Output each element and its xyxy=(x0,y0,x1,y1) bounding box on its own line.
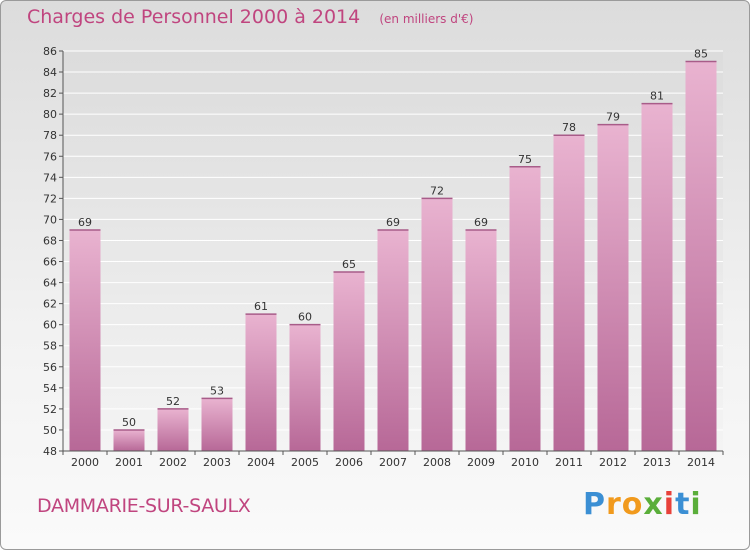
y-tick-label: 66 xyxy=(43,256,57,269)
data-label: 75 xyxy=(518,153,532,166)
logo-letter: r xyxy=(606,487,622,522)
y-tick-label: 72 xyxy=(43,192,57,205)
data-label: 78 xyxy=(562,121,576,134)
logo-letter: o xyxy=(621,487,644,522)
y-tick-label: 56 xyxy=(43,361,57,374)
data-label: 53 xyxy=(210,384,224,397)
logo-letter: i xyxy=(690,487,702,522)
y-tick-label: 80 xyxy=(43,108,57,121)
x-tick-label: 2006 xyxy=(335,456,363,469)
y-tick-label: 82 xyxy=(43,87,57,100)
x-tick-label: 2001 xyxy=(115,456,143,469)
bar xyxy=(113,429,145,451)
bar xyxy=(157,408,189,451)
logo-letter: t xyxy=(675,487,691,522)
logo-letter: P xyxy=(583,487,606,522)
data-label: 81 xyxy=(650,90,664,103)
y-axis: 48 50 52 54 56 58 60 62 64 66 68 70 72 74 76 78 80 82 84 86 xyxy=(43,45,64,458)
y-tick-label: 62 xyxy=(43,298,57,311)
logo-letter: i xyxy=(663,487,676,522)
proxiti-logo: Proxiti xyxy=(583,487,702,522)
bar xyxy=(465,229,497,451)
x-tick-label: 2004 xyxy=(247,456,275,469)
chart-title-block: Charges de Personnel 2000 à 2014 (en mil… xyxy=(27,6,473,28)
bar xyxy=(289,324,321,451)
bar xyxy=(641,103,673,451)
data-label: 85 xyxy=(694,48,708,61)
data-label: 52 xyxy=(166,395,180,408)
bars: 69 50 52 53 61 60 65 69 72 69 75 78 79 81 85 xyxy=(69,48,717,452)
data-label: 60 xyxy=(298,311,312,324)
y-tick-label: 78 xyxy=(43,129,57,142)
bar xyxy=(377,229,409,451)
bar xyxy=(201,398,233,451)
data-label: 79 xyxy=(606,111,620,124)
y-tick-label: 64 xyxy=(43,277,57,290)
chart-subtitle: (en milliers d'€) xyxy=(379,12,474,26)
x-tick-label: 2011 xyxy=(555,456,583,469)
x-axis: 2000 2001 2002 2003 2004 2005 2006 2007 2008 2009… xyxy=(62,450,724,469)
bar xyxy=(69,229,101,451)
y-tick-label: 58 xyxy=(43,340,57,353)
data-label: 69 xyxy=(78,216,92,229)
bar xyxy=(333,272,365,451)
y-tick-label: 60 xyxy=(43,319,57,332)
x-tick-label: 2003 xyxy=(203,456,231,469)
bar xyxy=(245,314,277,451)
bar xyxy=(553,135,585,452)
x-tick-label: 2007 xyxy=(379,456,407,469)
y-tick-label: 52 xyxy=(43,403,57,416)
y-tick-label: 54 xyxy=(43,382,57,395)
x-tick-label: 2014 xyxy=(687,456,715,469)
y-tick-label: 74 xyxy=(43,171,57,184)
bar xyxy=(685,61,717,452)
x-tick-label: 2005 xyxy=(291,456,319,469)
y-tick-label: 76 xyxy=(43,150,57,163)
x-tick-label: 2009 xyxy=(467,456,495,469)
x-tick-label: 2008 xyxy=(423,456,451,469)
bar xyxy=(509,166,541,451)
y-tick-label: 68 xyxy=(43,234,57,247)
x-tick-label: 2002 xyxy=(159,456,187,469)
y-tick-label: 70 xyxy=(43,213,57,226)
data-label: 69 xyxy=(474,216,488,229)
data-label: 69 xyxy=(386,216,400,229)
x-tick-label: 2012 xyxy=(599,456,627,469)
y-tick-label: 48 xyxy=(43,445,57,458)
data-label: 61 xyxy=(254,300,268,313)
y-tick-label: 86 xyxy=(43,45,57,58)
bar xyxy=(421,198,453,451)
chart-title: Charges de Personnel 2000 à 2014 xyxy=(27,6,361,28)
data-label: 50 xyxy=(122,416,136,429)
x-tick-label: 2000 xyxy=(71,456,99,469)
data-label: 72 xyxy=(430,184,444,197)
y-tick-label: 50 xyxy=(43,424,57,437)
x-tick-label: 2013 xyxy=(643,456,671,469)
x-tick-label: 2010 xyxy=(511,456,539,469)
y-tick-label: 84 xyxy=(43,66,57,79)
logo-letter: x xyxy=(643,487,664,522)
bar xyxy=(597,124,629,452)
data-label: 65 xyxy=(342,258,356,271)
commune-name: DAMMARIE-SUR-SAULX xyxy=(37,495,251,517)
